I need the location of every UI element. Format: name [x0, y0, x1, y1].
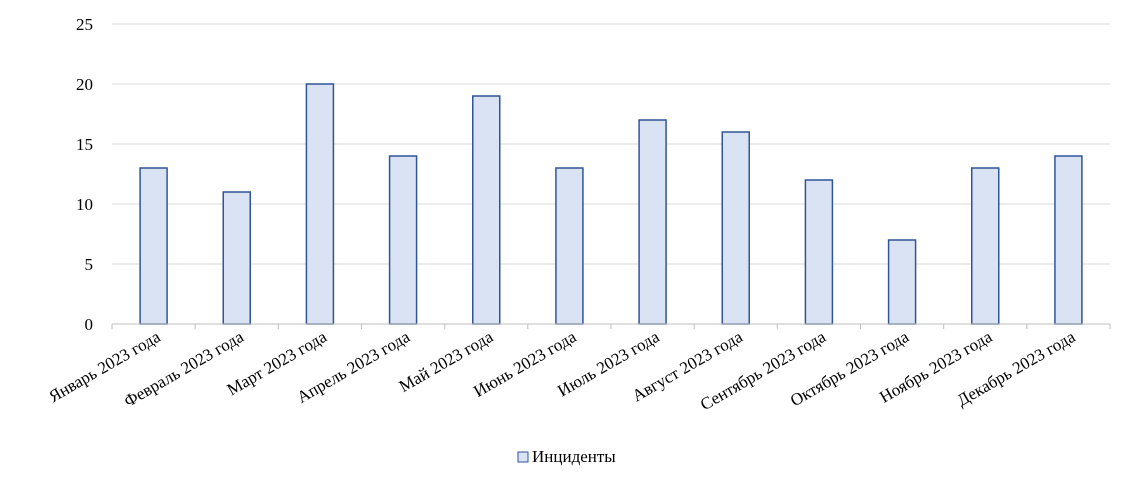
bar	[721, 131, 750, 325]
legend-label: Инциденты	[532, 447, 616, 466]
bar	[804, 179, 834, 325]
y-tick-label: 0	[85, 315, 94, 334]
y-tick-label: 10	[76, 195, 93, 214]
bar	[472, 95, 501, 325]
legend-swatch	[517, 451, 529, 463]
y-tick-label: 5	[85, 255, 94, 274]
y-tick-label: 20	[76, 75, 93, 94]
bar	[971, 167, 1000, 325]
gridlines	[112, 23, 1110, 265]
y-tick-label: 25	[76, 15, 93, 34]
bar	[1054, 155, 1083, 325]
bar	[222, 191, 251, 325]
bars	[139, 83, 1083, 325]
bar	[887, 239, 917, 325]
bar	[388, 155, 418, 325]
bar	[638, 119, 667, 325]
y-tick-label: 15	[76, 135, 93, 154]
legend: Инциденты	[517, 447, 616, 466]
bar	[305, 83, 335, 325]
bar	[139, 167, 168, 325]
bar	[555, 167, 584, 325]
